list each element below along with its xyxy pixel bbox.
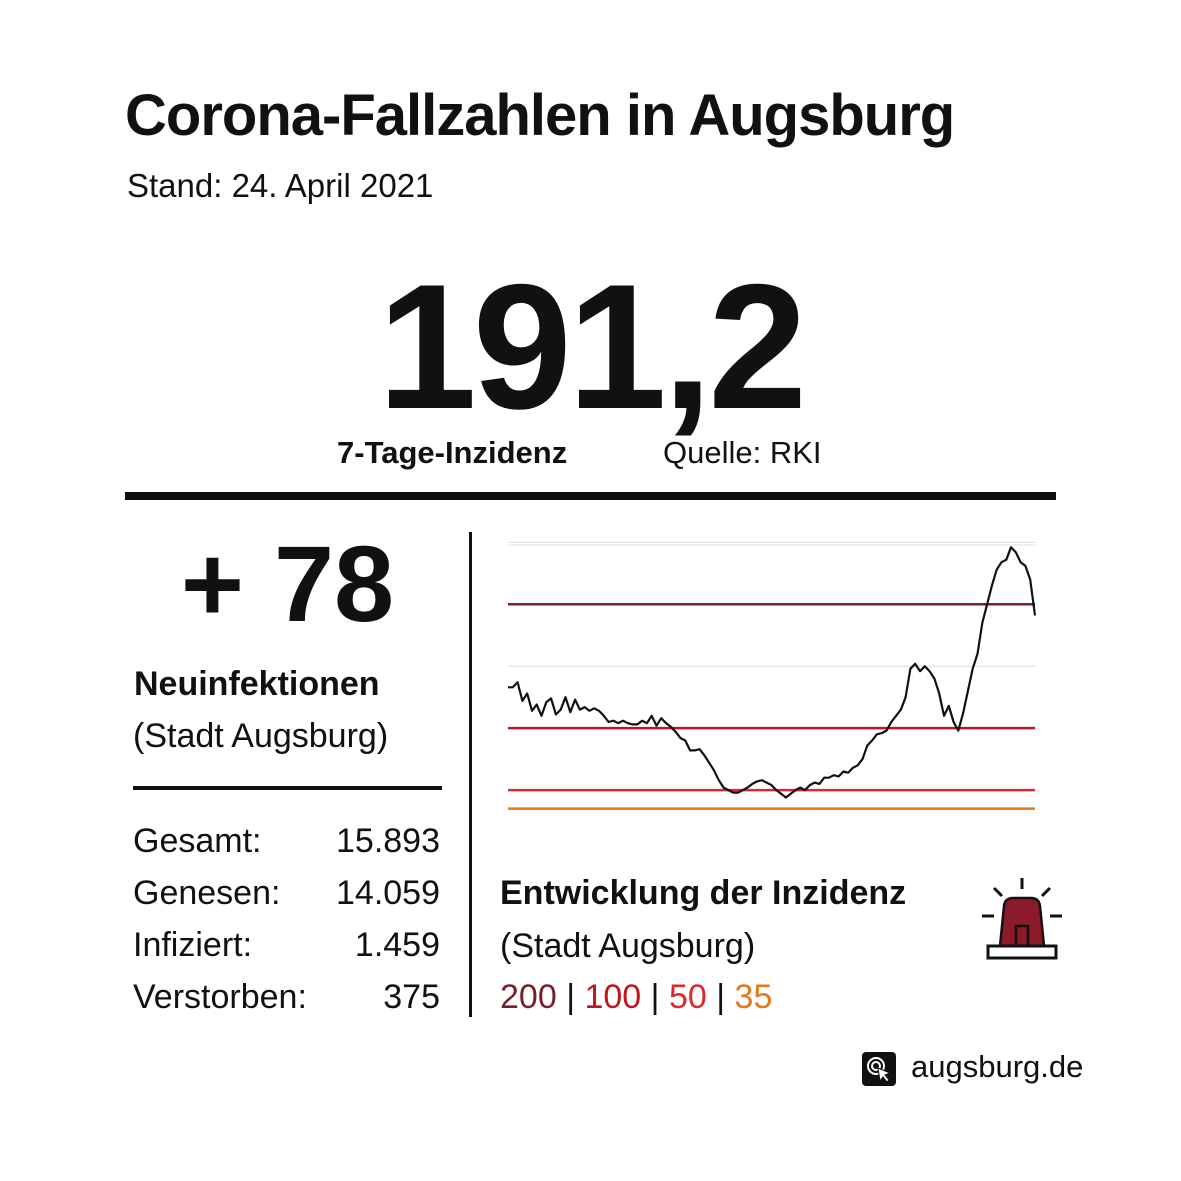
stat-row-gesamt: Gesamt: 15.893 xyxy=(133,822,440,866)
column-divider xyxy=(469,532,472,1017)
stat-row-verstorben: Verstorben: 375 xyxy=(133,978,440,1022)
stat-value: 15.893 xyxy=(336,822,440,860)
chart-region: (Stadt Augsburg) xyxy=(500,927,756,965)
legend-separator: | xyxy=(650,978,660,1016)
legend-35: 35 xyxy=(734,978,773,1016)
legend-50: 50 xyxy=(668,978,707,1016)
siren-icon xyxy=(982,878,1062,960)
page-title: Corona-Fallzahlen in Augsburg xyxy=(125,83,955,148)
stat-value: 1.459 xyxy=(354,926,440,964)
chart-title: Entwicklung der Inzidenz xyxy=(500,874,907,912)
chart-gridlines xyxy=(508,541,1035,667)
brand-link[interactable]: augsburg.de xyxy=(911,1049,1084,1084)
new-infections-label: Neuinfektionen xyxy=(134,665,380,703)
stats-divider xyxy=(133,786,442,790)
legend-separator: | xyxy=(716,978,726,1016)
incidence-label: 7-Tage-Inzidenz xyxy=(337,435,568,470)
stat-row-infiziert: Infiziert: 1.459 xyxy=(133,926,440,970)
legend-separator: | xyxy=(566,978,576,1016)
incidence-chart xyxy=(508,541,1037,810)
stat-row-genesen: Genesen: 14.059 xyxy=(133,874,440,918)
stat-label: Infiziert: xyxy=(133,926,253,964)
stat-label: Verstorben: xyxy=(133,978,307,1016)
stat-label: Gesamt: xyxy=(133,822,262,860)
main-divider xyxy=(125,492,1056,500)
legend-200: 200 xyxy=(500,978,557,1016)
chart-threshold-lines xyxy=(508,603,1035,810)
incidence-value: 191,2 xyxy=(377,247,807,446)
threshold-legend: 200 | 100 | 50 | 35 xyxy=(500,978,772,1017)
cursor-click-icon xyxy=(862,1052,896,1086)
legend-100: 100 xyxy=(584,978,642,1016)
series-line-0 xyxy=(508,546,1037,799)
date-stamp: Stand: 24. April 2021 xyxy=(127,167,434,204)
new-infections-region: (Stadt Augsburg) xyxy=(133,717,389,755)
incidence-source: Quelle: RKI xyxy=(663,435,822,470)
new-infections-value: + 78 xyxy=(180,523,395,644)
stat-value: 14.059 xyxy=(336,874,440,912)
stat-value: 375 xyxy=(383,978,440,1016)
stat-label: Genesen: xyxy=(133,874,281,912)
chart-series xyxy=(508,546,1037,799)
